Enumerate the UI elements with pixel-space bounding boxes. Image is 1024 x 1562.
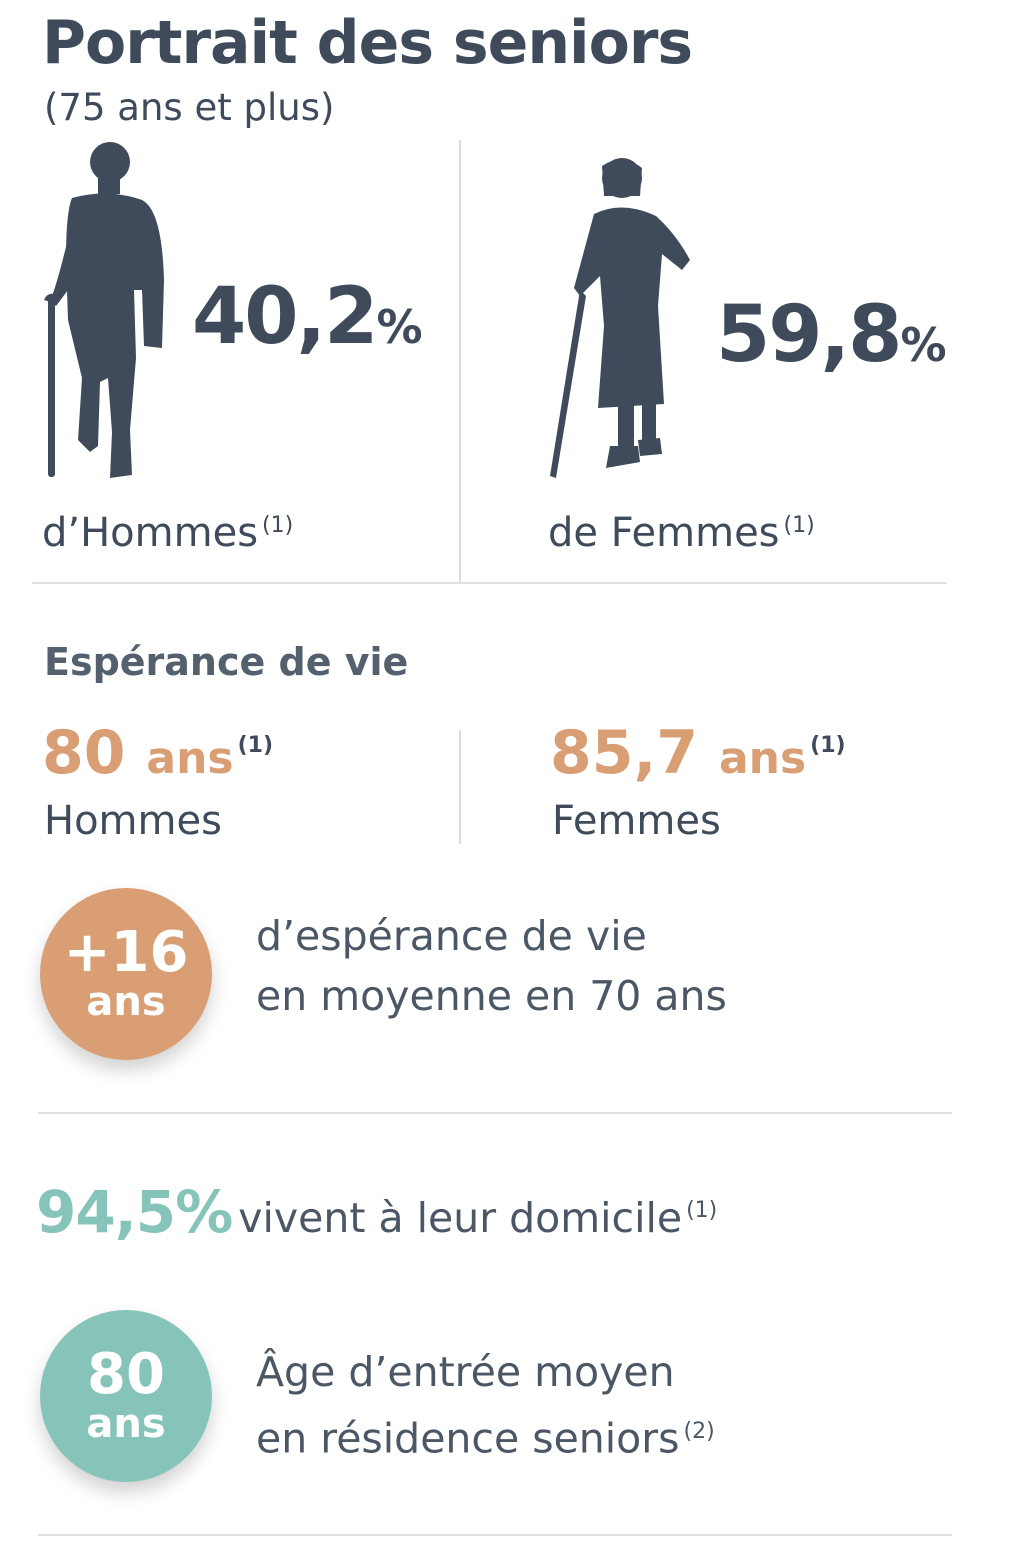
page-subtitle: (75 ans et plus) xyxy=(44,86,335,129)
life-expectancy-gain-badge: +16 ans xyxy=(40,888,212,1060)
men-label: d’Hommes (1) xyxy=(42,510,294,556)
residence-age-text: Âge d’entrée moyen en résidence seniors(… xyxy=(256,1348,715,1463)
men-life-expectancy-label: Hommes xyxy=(44,798,222,844)
women-life-expectancy-label: Femmes xyxy=(552,798,721,844)
men-percentage: 40,2% xyxy=(192,272,423,362)
column-divider xyxy=(459,140,461,582)
men-life-expectancy-value: 80 ans (1) xyxy=(42,718,274,788)
women-life-expectancy-value: 85,7 ans (1) xyxy=(550,718,846,788)
home-text: vivent à leur domicile (1) xyxy=(238,1194,718,1242)
life-expectancy-heading: Espérance de vie xyxy=(44,640,409,684)
women-percentage: 59,8% xyxy=(716,290,947,380)
home-percentage: 94,5% xyxy=(36,1178,233,1246)
home-stat: 94,5% vivent à leur domicile (1) xyxy=(36,1178,717,1248)
section-divider xyxy=(38,1112,952,1114)
page-title: Portrait des seniors xyxy=(42,8,693,78)
elderly-man-cane-icon xyxy=(44,142,164,479)
life-expectancy-gain-text: d’espérance de vie en moyenne en 70 ans xyxy=(256,912,727,1020)
section-divider xyxy=(32,582,947,584)
life-expectancy-divider xyxy=(459,730,461,844)
women-label: de Femmes (1) xyxy=(548,510,815,556)
residence-age-badge: 80 ans xyxy=(40,1310,212,1482)
elderly-woman-cane-icon xyxy=(550,158,690,478)
section-divider xyxy=(38,1534,952,1536)
